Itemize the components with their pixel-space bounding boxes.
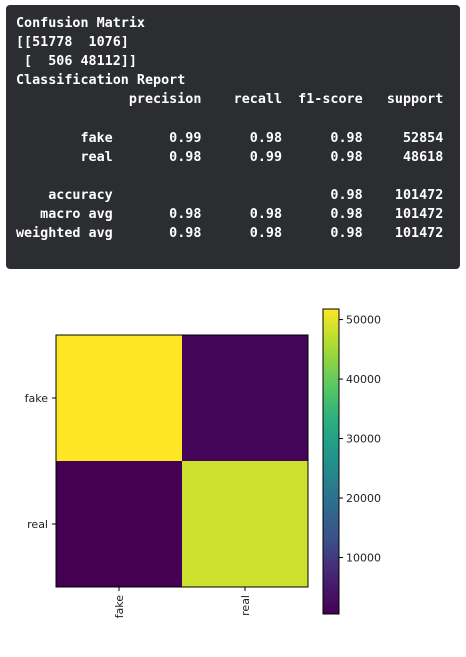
heatmap-cell: [56, 461, 182, 587]
console-line: [ 506 48112]]: [16, 54, 137, 70]
colorbar-tick-label: 20000: [346, 492, 381, 505]
x-tick-label: real: [239, 595, 252, 616]
colorbar-tick-label: 40000: [346, 373, 381, 386]
colorbar-tick-label: 30000: [346, 433, 381, 446]
colorbar-tick-label: 10000: [346, 552, 381, 565]
console-line: Confusion Matrix: [16, 16, 145, 31]
y-tick-label: fake: [25, 392, 49, 405]
heatmap-cell: [182, 461, 308, 587]
heatmap-cell: [182, 335, 308, 461]
heatmap-frame: [55, 334, 309, 588]
console-line: weighted avg 0.98 0.98 0.98 101472: [16, 226, 444, 242]
console-line: macro avg 0.98 0.98 0.98 101472: [16, 206, 444, 222]
console-line: accuracy 0.98 101472: [16, 187, 444, 203]
console-line: precision recall f1-score support: [16, 92, 444, 108]
console-line: [[51778 1076]: [16, 35, 129, 51]
console-line: real 0.98 0.99 0.98 48618: [16, 149, 444, 165]
colorbar: [322, 308, 340, 615]
y-tick-label: real: [27, 518, 48, 531]
confusion-matrix-figure: fake real fake real 10000 20000 30000 40000 5000…: [0, 290, 466, 657]
heatmap-cell: [56, 335, 182, 461]
console-output: Confusion Matrix [[51778 1076] [ 506 481…: [6, 5, 460, 269]
console-line: Classification Report: [16, 73, 186, 89]
console-line: fake 0.99 0.98 0.98 52854: [16, 130, 444, 146]
x-tick-label: fake: [113, 595, 126, 619]
console-text: Confusion Matrix [[51778 1076] [ 506 481…: [6, 5, 460, 243]
colorbar-tick-label: 50000: [346, 314, 381, 327]
heatmap-chart: fake real fake real 10000 20000 30000 40000 5000…: [25, 308, 381, 619]
